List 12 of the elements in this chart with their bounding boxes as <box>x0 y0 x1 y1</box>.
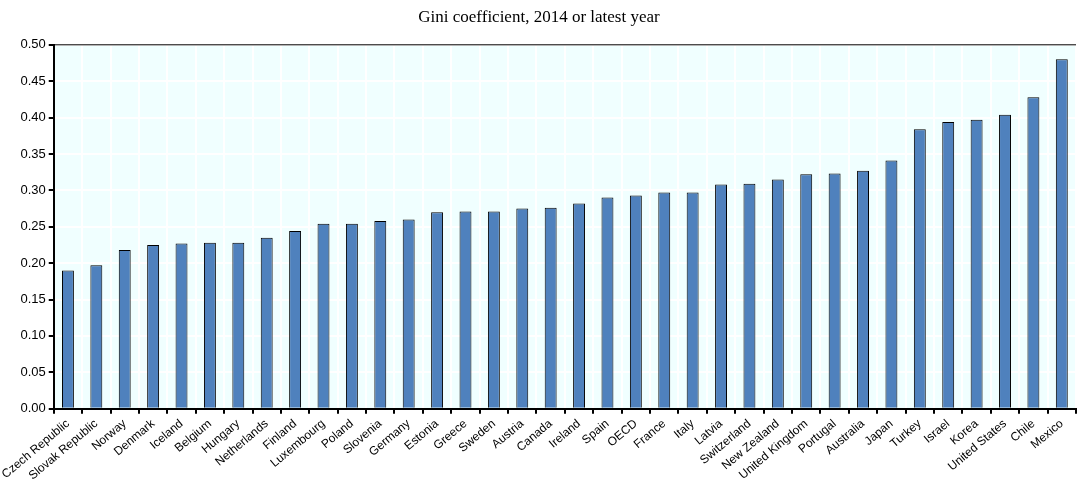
y-tick-label: 0.15 <box>20 291 46 307</box>
y-tick-label: 0.35 <box>20 145 46 161</box>
y-tick-label: 0.40 <box>20 109 46 125</box>
y-tick-label: 0.50 <box>20 36 46 52</box>
y-tick-label: 0.45 <box>20 72 46 88</box>
y-tick-label: 0.30 <box>20 181 46 197</box>
y-tick-label: 0.20 <box>20 254 46 270</box>
y-tick-label: 0.05 <box>20 363 46 379</box>
y-tick-label: 0.00 <box>20 400 46 416</box>
chart-title: Gini coefficient, 2014 or latest year <box>417 6 661 28</box>
y-tick-label: 0.10 <box>20 327 46 343</box>
y-tick-label: 0.25 <box>20 218 46 234</box>
